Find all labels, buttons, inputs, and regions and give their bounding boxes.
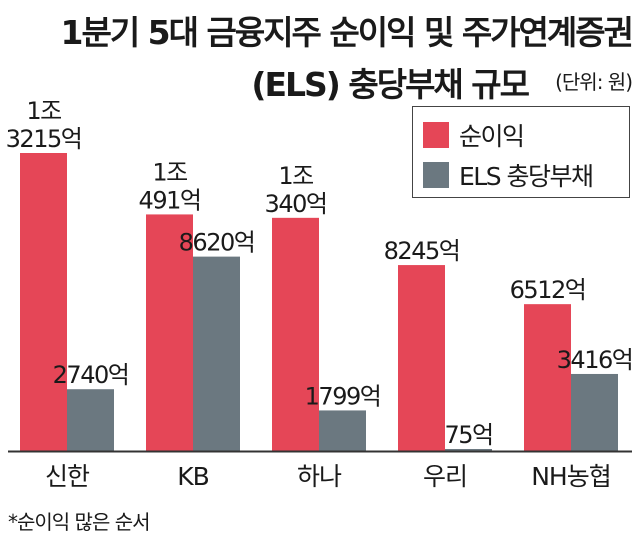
data-label-els-4-0: 3416억 [557,346,633,374]
data-label-els-0-0: 2740억 [53,361,129,389]
bar-els-4 [571,373,618,451]
category-label-0: 신한 [45,462,90,491]
data-label-els-3-0: 75억 [444,421,492,449]
category-label-4: NH농협 [531,462,611,491]
data-label-profit-2-1: 340억 [265,190,327,218]
data-label-profit-1-1: 491억 [139,186,201,214]
data-label-els-1-0: 8620억 [179,229,255,257]
data-label-profit-2-0: 1조 [278,162,313,190]
bar-profit-1 [146,214,193,451]
data-label-profit-0-0: 1조 [26,97,61,125]
category-label-3: 우리 [423,462,467,491]
bar-els-2 [319,410,366,451]
legend-item-els: ELS 충당부채 [423,157,594,193]
bar-profit-4 [524,304,571,451]
bar-els-0 [67,389,114,451]
legend: 순이익 ELS 충당부채 [412,106,630,198]
unit-label: (단위: 원) [555,70,633,94]
chart-title-line2: (ELS) 충당부채 규모 [251,65,530,104]
legend-item-profit: 순이익 [423,117,525,153]
legend-swatch-els [423,162,449,188]
category-label-1: KB [177,462,209,491]
footnote: *순이익 많은 순서 [8,510,151,534]
legend-label-profit: 순이익 [459,122,525,151]
data-label-els-2-0: 1799억 [305,382,381,410]
data-label-profit-4-0: 6512억 [510,276,586,304]
data-label-profit-3-0: 8245억 [384,237,460,265]
bar-els-1 [193,256,240,451]
chart-title-line1: 1분기 5대 금융지주 순이익 및 주가연계증권 [60,13,634,52]
data-label-profit-0-1: 3215억 [6,125,82,153]
legend-label-els: ELS 충당부채 [459,162,594,191]
bar-profit-3 [398,265,445,451]
legend-swatch-profit [423,122,449,148]
category-label-2: 하나 [297,462,342,491]
bar-els-3 [445,449,492,451]
data-label-profit-1-0: 1조 [152,158,187,186]
bar-profit-0 [20,153,67,451]
bar-profit-2 [272,217,319,451]
